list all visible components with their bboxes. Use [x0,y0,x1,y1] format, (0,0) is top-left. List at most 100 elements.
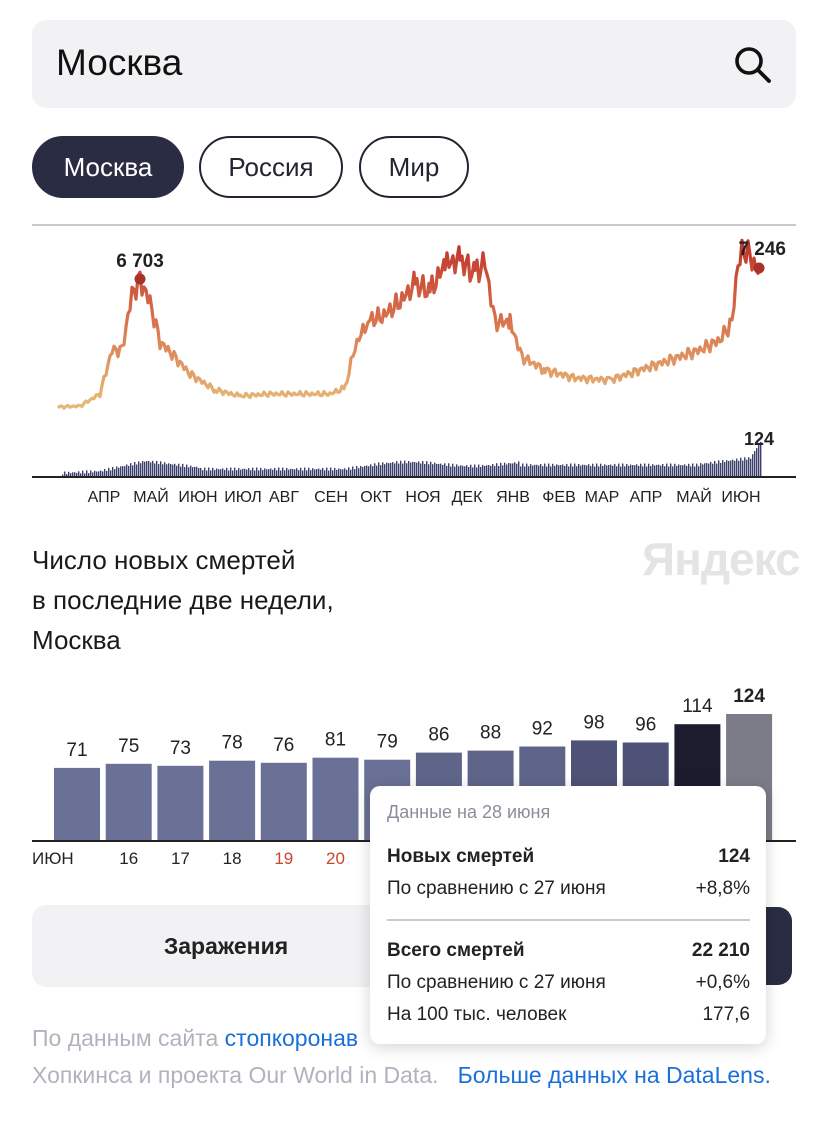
deaths-mini-bar [572,466,574,476]
deaths-mini-bar [724,462,726,476]
deaths-mini-bar [248,468,250,476]
month-label: ИЮН [178,489,217,506]
deaths-mini-bar [728,460,730,476]
datalens-link[interactable]: Больше данных на DataLens. [457,1062,771,1088]
bar-16[interactable] [105,763,152,840]
deaths-mini-bar [756,448,758,476]
deaths-mini-bar [596,463,598,476]
deaths-mini-bar [252,467,254,476]
deaths-mini-bar [352,466,354,476]
deaths-mini-bar [294,469,296,476]
tab-world[interactable]: Мир [359,136,469,198]
deaths-mini-bar [114,469,116,476]
deaths-mini-bar [504,462,506,476]
deaths-mini-bar [210,470,212,476]
deaths-mini-bar [204,467,206,476]
deaths-mini-bar [508,463,510,476]
deaths-mini-bar [124,466,126,476]
bar-20[interactable] [312,757,359,840]
deaths-mini-bar [344,468,346,476]
deaths-mini-bar [604,464,606,476]
deaths-mini-bar [82,470,84,476]
deaths-mini-bar [518,461,520,476]
deaths-mini-bar [396,461,398,476]
deaths-mini-bar [302,470,304,476]
x-tick-label: 18 [223,849,242,868]
deaths-mini-bar [726,460,728,476]
bar-19[interactable] [260,762,307,840]
deaths-mini-bar [188,467,190,476]
deaths-mini-bar [424,464,426,476]
deaths-mini-bar [362,467,364,476]
bar-18[interactable] [209,760,256,840]
deaths-mini-bar [264,468,266,476]
deaths-mini-bar [732,459,734,476]
deaths-mini-bar [392,462,394,476]
deaths-mini-bar [398,463,400,476]
deaths-mini-bar [246,469,248,476]
footer-text: По данным сайта [32,1025,225,1051]
deaths-mini-bar [346,469,348,476]
deaths-mini-bar [600,463,602,476]
deaths-mini-bar [688,463,690,476]
deaths-mini-bar [462,465,464,476]
deaths-mini-bar [374,463,376,476]
deaths-mini-bar [496,463,498,476]
bar-value-label: 73 [170,738,191,759]
deaths-mini-bar [320,469,322,476]
bar-17[interactable] [157,765,204,840]
deaths-mini-bar [740,457,742,476]
deaths-mini-bar [334,467,336,476]
deaths-mini-bar [734,460,736,476]
deaths-mini-bar [256,467,258,476]
deaths-mini-bar [436,463,438,476]
deaths-mini-bar [594,466,596,476]
deaths-mini-bar [690,466,692,476]
deaths-mini-bar [422,461,424,476]
month-label: СЕН [314,489,348,506]
deaths-mini-bar [360,465,362,476]
deaths-mini-bar [206,470,208,476]
tab-infections[interactable]: Заражения [32,905,432,987]
deaths-mini-bar [612,465,614,476]
search-field[interactable]: Москва [32,20,796,108]
deaths-mini-bar [448,463,450,476]
peak-label-2: 7 246 [738,239,786,260]
deaths-mini-bar [430,461,432,476]
bar-value-label: 88 [480,723,501,744]
deaths-mini-bar [540,464,542,476]
deaths-mini-bar [748,457,750,476]
deaths-mini-bar [704,463,706,476]
month-label: МАЙ [133,487,169,506]
bar-value-label: 76 [273,735,294,756]
deaths-mini-bar [650,466,652,476]
yandex-logo: Яндекс [642,533,801,585]
tab-moscow[interactable]: Москва [32,136,184,198]
deaths-mini-bar [442,465,444,476]
source-link[interactable]: стопкоронав [224,1025,359,1051]
deaths-mini-bar [290,468,292,476]
deaths-mini-bar [92,472,94,476]
deaths-mini-bar [202,470,204,476]
deaths-mini-bar [340,469,342,476]
deaths-mini-bar [494,466,496,476]
deaths-mini-bar [516,463,518,476]
deaths-mini-bar [220,469,222,476]
deaths-mini-bar [260,467,262,476]
deaths-mini-bar [342,469,344,476]
deaths-mini-bar [512,463,514,476]
deaths-mini-bar [288,469,290,476]
search-input[interactable]: Москва [56,42,183,83]
deaths-mini-bar [90,470,92,476]
deaths-mini-bar [158,464,160,476]
deaths-mini-bar [676,465,678,476]
deaths-mini-bar [414,462,416,476]
deaths-mini-bar [648,463,650,476]
tab-russia[interactable]: Россия [199,136,343,198]
deaths-mini-bar [186,464,188,476]
search-icon[interactable] [732,44,772,84]
deaths-mini-bar [606,465,608,476]
bar-15[interactable] [54,767,100,840]
month-label: МАР [585,489,620,506]
deaths-mini-bar [520,466,522,476]
